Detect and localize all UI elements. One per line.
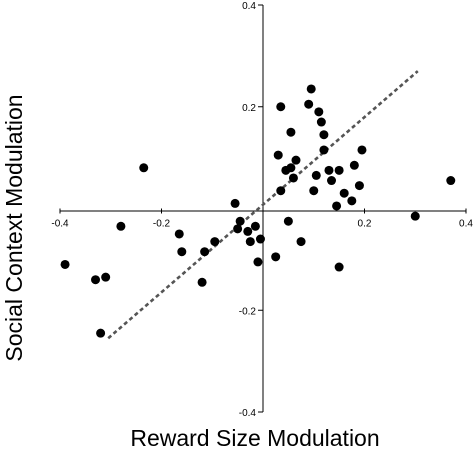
data-point <box>286 163 296 173</box>
data-point <box>253 257 263 267</box>
data-point <box>101 272 111 282</box>
data-point <box>332 201 342 211</box>
data-point <box>255 234 265 244</box>
data-point <box>334 165 344 175</box>
data-point <box>339 188 349 198</box>
x-tick-label: 0.4 <box>459 219 473 230</box>
data-point <box>349 160 359 170</box>
y-tick-label: 0.4 <box>242 1 256 12</box>
data-point <box>314 107 324 117</box>
data-point <box>235 216 245 226</box>
data-point <box>296 237 306 247</box>
reference-line <box>107 70 419 340</box>
data-point <box>177 247 187 257</box>
data-point <box>96 328 106 338</box>
y-tick-label: -0.4 <box>239 408 257 419</box>
data-point <box>357 145 367 155</box>
data-point <box>91 275 101 285</box>
data-point <box>273 150 283 160</box>
data-point <box>200 247 210 257</box>
data-point <box>197 277 207 287</box>
x-ticks: -0.4 -0.2 0.2 0.4 <box>51 208 473 230</box>
y-tick-label: -0.2 <box>239 306 257 317</box>
x-tick-label: -0.2 <box>153 219 171 230</box>
data-point <box>311 170 321 180</box>
y-axis-title: Social Context Modulation <box>1 94 27 361</box>
y-tick-label: 0.2 <box>242 103 256 114</box>
data-point <box>354 181 364 191</box>
data-point <box>319 145 329 155</box>
data-point <box>319 130 329 140</box>
data-point <box>283 216 293 226</box>
data-point <box>288 173 298 183</box>
data-point <box>245 237 255 247</box>
data-point <box>276 186 286 196</box>
data-point <box>60 259 70 269</box>
data-point <box>306 84 316 94</box>
data-point <box>304 99 314 109</box>
data-point <box>316 117 326 127</box>
y-ticks: 0.4 0.2 -0.2 -0.4 <box>239 1 263 419</box>
data-point <box>446 176 456 186</box>
data-point <box>271 252 281 262</box>
data-point <box>233 224 243 234</box>
data-point <box>327 176 337 186</box>
data-point <box>276 102 286 112</box>
data-point <box>324 165 334 175</box>
x-tick-label: -0.4 <box>51 219 69 230</box>
data-point <box>291 155 301 165</box>
data-point <box>210 237 220 247</box>
data-point <box>230 198 240 208</box>
data-point <box>139 163 149 173</box>
data-point <box>410 211 420 221</box>
x-axis-title: Reward Size Modulation <box>130 425 379 451</box>
data-point <box>309 186 319 196</box>
data-points <box>60 84 456 338</box>
data-point <box>116 221 126 231</box>
data-point <box>250 221 260 231</box>
x-tick-label: 0.2 <box>358 219 372 230</box>
data-point <box>243 226 253 236</box>
data-point <box>286 127 296 137</box>
data-point <box>174 229 184 239</box>
axes <box>60 5 466 412</box>
data-point <box>334 262 344 272</box>
data-point <box>347 196 357 206</box>
